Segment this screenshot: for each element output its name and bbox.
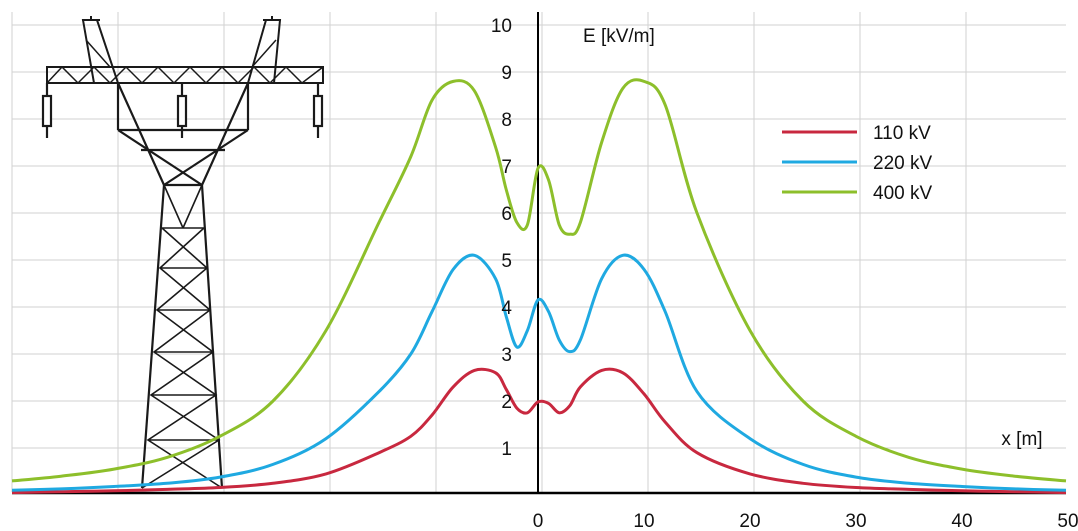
- y-tick-label: 9: [501, 63, 512, 84]
- y-tick-label: 1: [501, 439, 512, 460]
- legend-label: 220 kV: [873, 153, 932, 174]
- tower-upper-body: [116, 82, 250, 187]
- x-tick-label: 40: [951, 511, 972, 531]
- tower-crossarm: [46, 66, 324, 84]
- series-line-220-kv: [11, 253, 1067, 492]
- tower-upper-diagonals: [163, 184, 203, 229]
- x-tick-label: 20: [739, 511, 760, 531]
- x-tick-label: 0: [533, 511, 544, 531]
- insulator-center: [176, 83, 188, 138]
- y-axis-title: E [kV/m]: [583, 26, 655, 47]
- x-tick-label: 30: [845, 511, 866, 531]
- tower-crossarm-lattice: [46, 65, 324, 85]
- tower-peak-right-brace: [251, 39, 277, 68]
- y-tick-label: 7: [501, 157, 512, 178]
- tower-peak-right: [246, 19, 282, 84]
- tower-peak-left-cap: [82, 16, 100, 21]
- x-tick-label: 10: [633, 511, 654, 531]
- transmission-tower-icon: [41, 16, 324, 489]
- series-line-110-kv: [11, 367, 1067, 495]
- tower-peak-left-brace: [85, 39, 111, 68]
- tower-peak-right-cap: [263, 16, 281, 21]
- x-axis-title: x [m]: [1001, 429, 1042, 450]
- axes: [12, 12, 1066, 495]
- y-tick-label: 10: [491, 16, 512, 37]
- insulator-left: [41, 83, 53, 138]
- y-tick-label: 4: [501, 298, 512, 319]
- legend-label: 400 kV: [873, 183, 932, 204]
- y-tick-label: 5: [501, 251, 512, 272]
- y-tick-label: 8: [501, 110, 512, 131]
- legend-label: 110 kV: [873, 123, 931, 144]
- insulator-right: [312, 83, 324, 138]
- series-line-400-kv: [11, 78, 1067, 483]
- x-tick-label: 50: [1057, 511, 1078, 531]
- y-tick-label: 2: [501, 392, 512, 413]
- y-tick-label: 3: [501, 345, 512, 366]
- curves: [11, 78, 1067, 495]
- y-tick-label: 6: [501, 204, 512, 225]
- legend: 110 kV 220 kV 400 kV: [782, 123, 932, 204]
- tower-leg-lattice: [141, 227, 223, 489]
- tick-labels: 1 2 3 4 5 6 7 8 9 10 0 10 20 30 40 50: [491, 16, 1078, 531]
